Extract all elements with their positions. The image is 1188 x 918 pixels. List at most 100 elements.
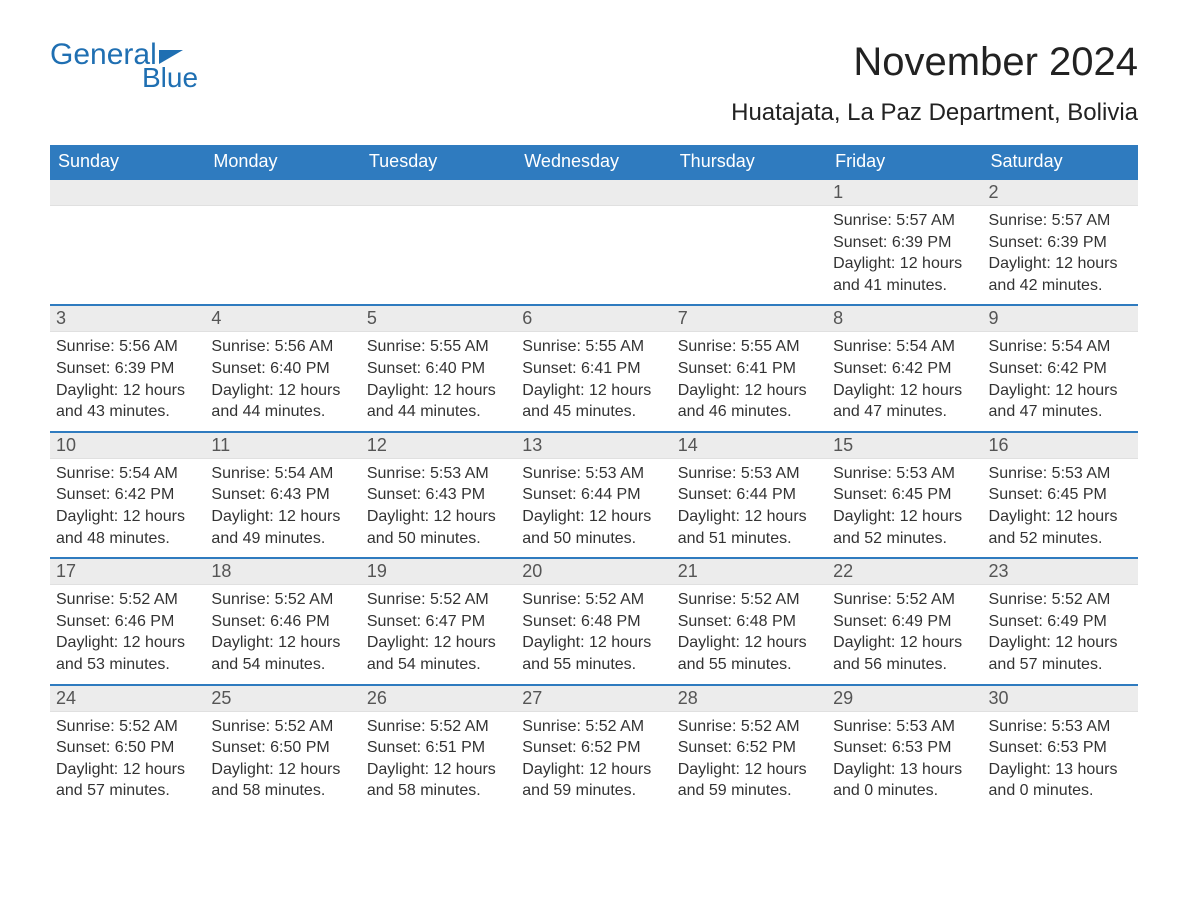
daylight-text: Daylight: 12 hours and 48 minutes. [56,506,199,549]
day-number: 17 [50,559,205,585]
daylight-text: Daylight: 13 hours and 0 minutes. [989,759,1132,802]
day-cell: 24 Sunrise: 5:52 AMSunset: 6:50 PMDayligh… [50,686,205,810]
daylight-text: Daylight: 12 hours and 41 minutes. [833,253,976,296]
day-cell: 17Sunrise: 5:52 AMSunset: 6:46 PMDayligh… [50,559,205,683]
day-number: 11 [205,433,360,459]
day-number: 6 [516,306,671,332]
week-row: 17 Sunrise: 5:52 AM Sunset: 6:46 PM Dayligh… [50,557,1138,683]
sunset-text: Sunset: 6:45 PM [833,484,976,506]
sunset-text: Sunset: 6:46 PM [56,611,199,633]
day-details: Sunrise: 5:56 AMSunset: 6:40 PMDaylight:… [205,332,360,430]
day-cell: 20Sunrise: 5:52 AMSunset: 6:48 PMDayligh… [516,559,671,683]
sunset-text: Sunset: 6:40 PM [367,358,510,380]
day-details: Sunrise: 5:57 AMSunset: 6:39 PMDaylight:… [983,206,1138,304]
day-cell: 18Sunrise: 5:52 AMSunset: 6:46 PMDayligh… [205,559,360,683]
daylight-text: Daylight: 12 hours and 57 minutes. [989,632,1132,675]
daylight-text: Daylight: 12 hours and 42 minutes. [989,253,1132,296]
day-number: 15 [827,433,982,459]
day-details: Sunrise: 5:52 AMSunset: 6:49 PMDaylight:… [827,585,982,683]
sunrise-text: Sunrise: 5:54 AM [989,336,1132,358]
week-row: 1Sunrise: 5:57 AMSunset: 6:39 PMDaylight… [50,178,1138,304]
weekday-header: Tuesday [361,145,516,178]
day-details: Sunrise: 5:52 AMSunset: 6:49 PMDaylight:… [983,585,1138,683]
day-number: 27 [516,686,671,712]
day-details: Sunrise: 5:53 AMSunset: 6:53 PMDaylight:… [827,712,982,810]
day-cell: 14Sunrise: 5:53 AMSunset: 6:44 PMDayligh… [672,433,827,557]
sunrise-text: Sunrise: 5:53 AM [678,463,821,485]
day-cell: 16Sunrise: 5:53 AMSunset: 6:45 PMDayligh… [983,433,1138,557]
sunset-text: Sunset: 6:53 PM [833,737,976,759]
sunset-text: Sunset: 6:39 PM [833,232,976,254]
sunset-text: Sunset: 6:42 PM [833,358,976,380]
daylight-text: Daylight: 12 hours and 56 minutes. [833,632,976,675]
sunrise-text: Sunrise: 5:52 AM [211,589,354,611]
day-number: 20 [516,559,671,585]
day-details: Sunrise: 5:52 AMSunset: 6:52 PMDaylight:… [672,712,827,810]
weekday-header: Friday [827,145,982,178]
day-cell [672,180,827,304]
day-number: 12 [361,433,516,459]
day-details: Sunrise: 5:53 AMSunset: 6:45 PMDaylight:… [827,459,982,557]
day-details: Sunrise: 5:55 AMSunset: 6:40 PMDaylight:… [361,332,516,430]
day-cell: 22Sunrise: 5:52 AMSunset: 6:49 PMDayligh… [827,559,982,683]
sunset-text: Sunset: 6:40 PM [211,358,354,380]
daylight-text: Daylight: 12 hours and 54 minutes. [211,632,354,675]
daylight-text: Daylight: 12 hours and 46 minutes. [678,380,821,423]
day-number: 13 [516,433,671,459]
day-number: 22 [827,559,982,585]
day-number [361,180,516,206]
sunset-text: Sunset: 6:45 PM [989,484,1132,506]
weekday-header-row: SundayMondayTuesdayWednesdayThursdayFrid… [50,145,1138,178]
sunset-text: Sunset: 6:50 PM [211,737,354,759]
weekday-header: Sunday [50,145,205,178]
sunrise-text: Sunrise: 5:53 AM [833,716,976,738]
daylight-text: Daylight: 12 hours and 58 minutes. [211,759,354,802]
day-number: 19 [361,559,516,585]
day-details: Sunrise: 5:53 AMSunset: 6:53 PMDaylight:… [983,712,1138,810]
day-cell [516,180,671,304]
daylight-text: Daylight: 12 hours and 59 minutes. [678,759,821,802]
day-number: 2 [983,180,1138,206]
sunset-text: Sunset: 6:43 PM [211,484,354,506]
daylight-text: Daylight: 12 hours and 43 minutes. [56,380,199,423]
sunset-text: Sunset: 6:52 PM [678,737,821,759]
daylight-text: Daylight: 12 hours and 57 minutes. [56,759,199,802]
sunset-text: Sunset: 6:49 PM [989,611,1132,633]
sunset-text: Sunset: 6:51 PM [367,737,510,759]
day-cell [361,180,516,304]
day-number: 14 [672,433,827,459]
sunset-text: Sunset: 6:50 PM [56,737,199,759]
day-details: Sunrise: 5:54 AMSunset: 6:42 PMDaylight:… [50,459,205,557]
day-number: 23 [983,559,1138,585]
sunrise-text: Sunrise: 5:57 AM [989,210,1132,232]
day-cell: 27Sunrise: 5:52 AMSunset: 6:52 PMDayligh… [516,686,671,810]
sunset-text: Sunset: 6:52 PM [522,737,665,759]
sunrise-text: Sunrise: 5:54 AM [211,463,354,485]
day-cell: 3Sunrise: 5:56 AMSunset: 6:39 PMDaylight… [50,306,205,430]
day-details: Sunrise: 5:54 AMSunset: 6:43 PMDaylight:… [205,459,360,557]
day-details: Sunrise: 5:54 AMSunset: 6:42 PMDaylight:… [983,332,1138,430]
header: General Blue November 2024 Huatajata, La… [50,40,1138,127]
day-cell: 1Sunrise: 5:57 AMSunset: 6:39 PMDaylight… [827,180,982,304]
sunrise-text: Sunrise: 5:52 AM [522,589,665,611]
daylight-text: Daylight: 12 hours and 50 minutes. [367,506,510,549]
day-details: Sunrise: 5:52 AMSunset: 6:47 PMDaylight:… [361,585,516,683]
day-number: 24 [50,686,205,712]
daylight-text: Daylight: 12 hours and 44 minutes. [367,380,510,423]
day-cell: 12Sunrise: 5:53 AMSunset: 6:43 PMDayligh… [361,433,516,557]
sunset-text: Sunset: 6:44 PM [522,484,665,506]
title-block: November 2024 Huatajata, La Paz Departme… [731,40,1138,127]
day-number: 28 [672,686,827,712]
weekday-header: Wednesday [516,145,671,178]
day-cell: 5Sunrise: 5:55 AMSunset: 6:40 PMDaylight… [361,306,516,430]
sunrise-text: Sunrise: 5:56 AM [211,336,354,358]
day-number: 21 [672,559,827,585]
day-details: Sunrise: 5:55 AMSunset: 6:41 PMDaylight:… [672,332,827,430]
brand-line1: General [50,40,157,70]
sunrise-text: Sunrise: 5:52 AM [211,716,354,738]
sunrise-text: Sunrise: 5:52 AM [56,716,199,738]
sunset-text: Sunset: 6:48 PM [678,611,821,633]
day-number: 18 [205,559,360,585]
sunrise-text: Sunrise: 5:53 AM [989,463,1132,485]
sunset-text: Sunset: 6:41 PM [678,358,821,380]
